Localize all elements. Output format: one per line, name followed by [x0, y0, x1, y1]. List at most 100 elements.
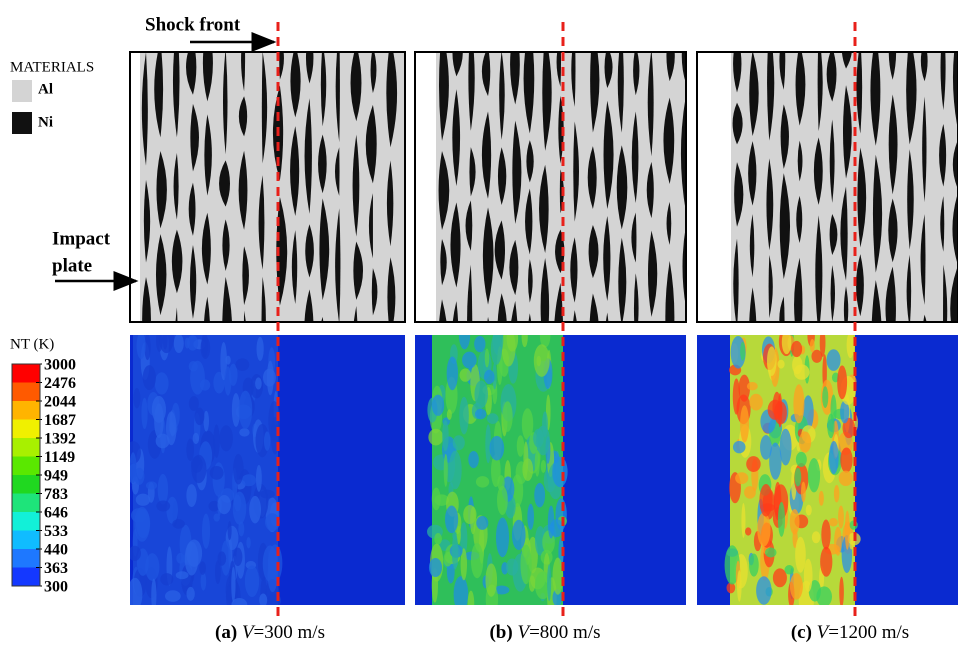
- nickel-stripe: [888, 94, 898, 195]
- temperature-blob: [735, 472, 749, 485]
- temperature-blob: [200, 572, 207, 591]
- nickel-stripe: [481, 111, 492, 199]
- temperature-blob: [502, 401, 513, 432]
- al-label: Al: [38, 81, 53, 97]
- nickel-stripe: [304, 289, 314, 322]
- nickel-stripe: [542, 52, 552, 151]
- temperature-blob: [528, 575, 536, 592]
- temperature-blob: [811, 349, 823, 363]
- temperature-blob: [539, 335, 551, 348]
- temperature-blob: [214, 560, 221, 585]
- temperature-blob: [263, 431, 271, 451]
- nickel-stripe: [588, 225, 599, 279]
- temperature-blob: [552, 557, 564, 595]
- colorbar-label: 949: [44, 468, 68, 485]
- temperature-blob: [475, 476, 490, 488]
- temperature-blob: [459, 368, 472, 382]
- temperature-blob: [213, 513, 220, 522]
- nickel-stripe: [604, 52, 613, 89]
- nickel-stripe: [494, 220, 505, 280]
- nickel-stripe: [142, 277, 151, 322]
- nickel-stripe: [528, 259, 533, 303]
- nickel-stripe: [223, 52, 228, 155]
- temperature-blob: [238, 521, 245, 537]
- impact-label: Impact: [52, 228, 111, 249]
- temperature-blob: [467, 590, 475, 605]
- nickel-stripe: [154, 52, 164, 138]
- nickel-stripe: [171, 229, 183, 294]
- temperature-blob: [489, 435, 505, 461]
- temperature-blob: [156, 500, 171, 512]
- temperature-blob: [486, 413, 499, 424]
- nickel-stripe: [468, 52, 475, 131]
- temperature-blob: [840, 400, 850, 424]
- nickel-stripe: [749, 214, 755, 278]
- temperature-blob: [200, 336, 211, 359]
- nickel-stripe: [766, 158, 774, 251]
- colorbar-label: 300: [44, 579, 68, 596]
- temperature-blob: [444, 505, 459, 534]
- nickel-stripe: [526, 140, 534, 183]
- nickel-stripe: [222, 219, 230, 271]
- temperature-blob: [533, 344, 550, 377]
- nickel-stripe: [616, 145, 628, 230]
- caption-variable: V: [242, 622, 256, 643]
- temperature-blob: [501, 335, 516, 367]
- temperature-blob: [434, 533, 442, 545]
- nickel-stripe: [528, 313, 532, 322]
- temperature-blob: [199, 561, 206, 575]
- colorbar-band: [12, 419, 40, 438]
- nickel-stripe: [261, 276, 266, 322]
- temperature-panel: [415, 335, 686, 605]
- nickel-stripe: [243, 310, 246, 322]
- material-panel: [130, 52, 405, 322]
- temperature-blob: [777, 359, 785, 369]
- temperature-blob: [511, 519, 526, 551]
- nickel-stripe: [907, 149, 914, 250]
- temperature-blob: [241, 474, 257, 487]
- temperature-blob: [459, 396, 469, 435]
- nickel-stripe: [497, 293, 507, 322]
- nickel-stripe: [920, 214, 926, 305]
- temperature-blob: [175, 571, 189, 580]
- temperature-blob: [208, 500, 220, 512]
- nickel-stripe: [556, 52, 562, 87]
- colorbar-label: 783: [44, 486, 68, 503]
- nickel-stripe: [155, 234, 167, 316]
- temperature-blob: [784, 565, 795, 575]
- temperature-blob: [826, 349, 841, 371]
- temperature-blob: [135, 493, 151, 506]
- temperature-blob: [821, 519, 831, 550]
- temperature-blob: [759, 483, 773, 517]
- nickel-stripe: [573, 310, 577, 322]
- nickel-stripe: [768, 255, 773, 318]
- temperature-blob: [766, 346, 777, 377]
- temperature-blob: [458, 335, 471, 350]
- temperature-blob: [431, 394, 445, 416]
- nickel-stripe: [829, 119, 835, 203]
- temperature-blob: [840, 447, 853, 473]
- nickel-stripe: [647, 230, 658, 317]
- temperature-blob: [844, 510, 850, 550]
- nickel-stripe: [175, 307, 178, 322]
- temperature-blob: [737, 570, 742, 602]
- nickel-stripe: [238, 150, 248, 230]
- temperature-blob: [495, 517, 510, 558]
- temperature-blob: [259, 593, 268, 605]
- temperature-blob: [463, 504, 477, 525]
- colorbar-band: [12, 456, 40, 475]
- colorbar-band: [12, 438, 40, 457]
- nickel-stripe: [465, 200, 473, 251]
- material-panel: [415, 52, 686, 322]
- temperature-blob: [184, 541, 199, 576]
- nickel-stripe: [469, 147, 476, 197]
- temperature-blob: [267, 558, 278, 593]
- nickel-stripe: [732, 102, 743, 145]
- nickel-stripe: [633, 52, 640, 96]
- nickel-stripe: [923, 314, 927, 322]
- temperature-blob: [793, 384, 805, 424]
- colorbar-label: 1392: [44, 431, 76, 448]
- colorbar-band: [12, 382, 40, 401]
- temperature-blob: [745, 527, 752, 536]
- panel-caption: (b) V=800 m/s: [489, 622, 600, 643]
